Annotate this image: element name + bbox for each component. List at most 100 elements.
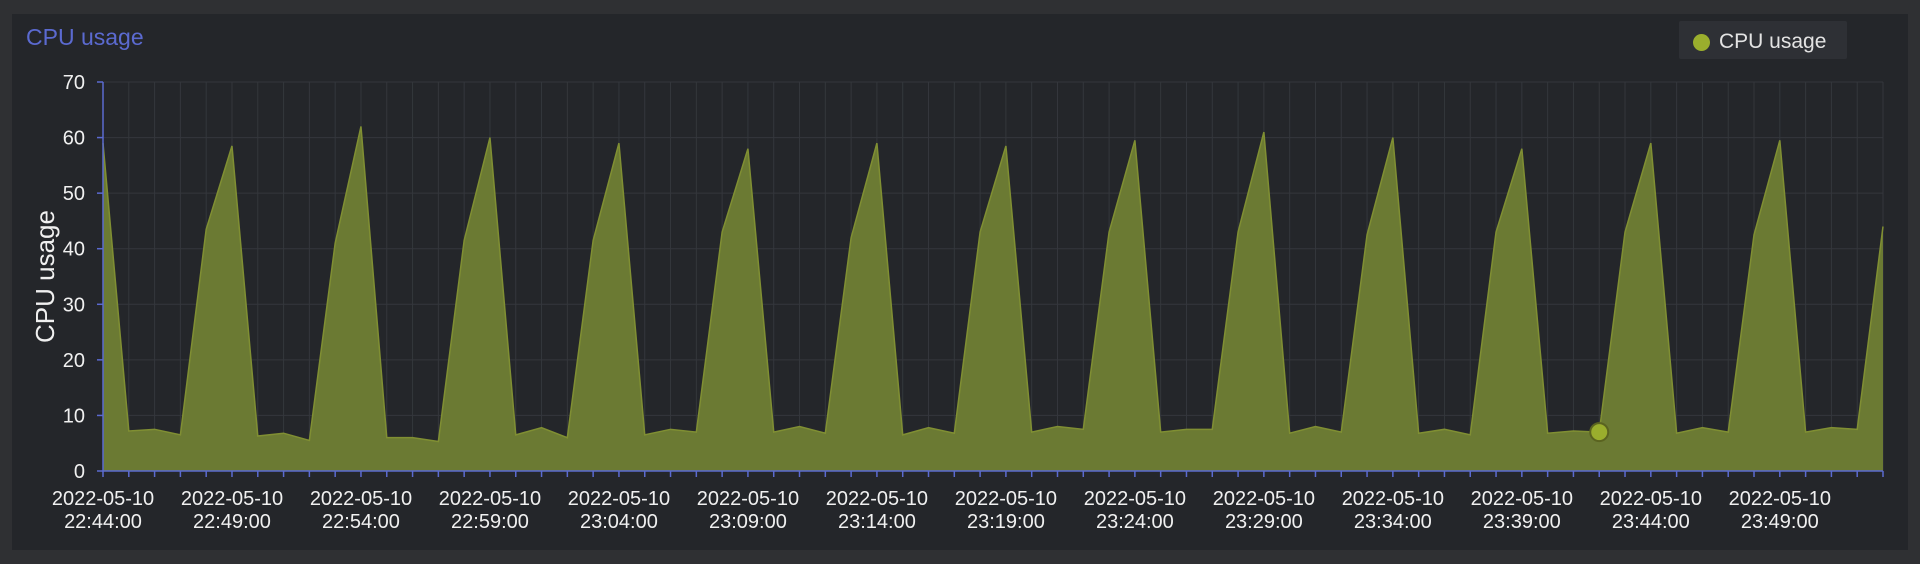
data-point[interactable]	[1829, 426, 1833, 430]
x-tick-label-date: 2022-05-10	[310, 488, 412, 510]
data-point[interactable]	[411, 436, 415, 440]
data-point[interactable]	[1468, 433, 1472, 437]
data-point[interactable]	[772, 430, 776, 434]
data-point[interactable]	[385, 436, 389, 440]
x-tick-label-date: 2022-05-10	[1729, 488, 1831, 510]
data-point[interactable]	[436, 440, 440, 444]
x-tick-label-time: 23:04:00	[580, 511, 658, 533]
data-point[interactable]	[1081, 427, 1085, 431]
data-point[interactable]	[1417, 431, 1421, 435]
x-tick-label-date: 2022-05-10	[1084, 488, 1186, 510]
data-point[interactable]	[1778, 138, 1782, 142]
y-tick-label: 60	[63, 128, 85, 150]
data-point[interactable]	[901, 433, 905, 437]
data-point[interactable]	[1855, 427, 1859, 431]
data-point[interactable]	[1030, 430, 1034, 434]
data-point[interactable]	[1262, 130, 1266, 134]
data-point[interactable]	[1236, 230, 1240, 234]
data-point[interactable]	[565, 436, 569, 440]
x-tick-label-time: 22:49:00	[193, 511, 271, 533]
data-point[interactable]	[591, 238, 595, 242]
x-tick-label-date: 2022-05-10	[568, 488, 670, 510]
data-point[interactable]	[1494, 230, 1498, 234]
data-point[interactable]	[462, 238, 466, 242]
data-point[interactable]	[127, 429, 131, 433]
data-point[interactable]	[1365, 233, 1369, 237]
x-tick-label-date: 2022-05-10	[439, 488, 541, 510]
data-point[interactable]	[1159, 430, 1163, 434]
x-tick-label-time: 23:24:00	[1096, 511, 1174, 533]
data-point[interactable]	[1133, 138, 1137, 142]
data-point[interactable]	[514, 433, 518, 437]
data-point[interactable]	[694, 430, 698, 434]
data-point[interactable]	[204, 227, 208, 231]
y-tick-label: 50	[63, 183, 85, 205]
data-point[interactable]	[488, 136, 492, 140]
data-point[interactable]	[1726, 430, 1730, 434]
data-point[interactable]	[720, 230, 724, 234]
x-tick-label-time: 23:29:00	[1225, 511, 1303, 533]
data-point[interactable]	[1339, 430, 1343, 434]
x-tick-label-time: 23:49:00	[1741, 511, 1819, 533]
x-tick-label-time: 23:39:00	[1483, 511, 1561, 533]
data-point[interactable]	[1288, 431, 1292, 435]
y-tick-label: 30	[63, 294, 85, 316]
x-tick-label-time: 22:59:00	[451, 511, 529, 533]
data-point[interactable]	[256, 434, 260, 438]
legend-label: CPU usage	[1719, 30, 1827, 53]
chart-title: CPU usage	[26, 24, 144, 50]
x-tick-label-date: 2022-05-10	[181, 488, 283, 510]
data-point[interactable]	[359, 124, 363, 128]
data-point[interactable]	[1184, 427, 1188, 431]
data-point[interactable]	[1752, 233, 1756, 237]
data-point[interactable]	[1004, 144, 1008, 148]
data-point[interactable]	[307, 438, 311, 442]
x-tick-label-date: 2022-05-10	[1600, 488, 1702, 510]
x-tick-label-time: 23:34:00	[1354, 511, 1432, 533]
y-tick-label: 10	[63, 405, 85, 427]
data-point[interactable]	[1881, 224, 1885, 228]
data-point[interactable]	[643, 433, 647, 437]
x-tick-label-date: 2022-05-10	[1213, 488, 1315, 510]
data-point[interactable]	[669, 427, 673, 431]
data-point[interactable]	[1210, 427, 1214, 431]
data-point[interactable]	[230, 144, 234, 148]
data-point[interactable]	[333, 241, 337, 245]
data-point[interactable]	[153, 427, 157, 431]
data-point[interactable]	[1442, 427, 1446, 431]
data-point[interactable]	[849, 236, 853, 240]
x-tick-label-date: 2022-05-10	[1471, 488, 1573, 510]
data-point[interactable]	[540, 426, 544, 430]
data-point[interactable]	[1804, 430, 1808, 434]
data-point[interactable]	[1675, 431, 1679, 435]
data-point[interactable]	[1055, 425, 1059, 429]
x-tick-label-date: 2022-05-10	[1342, 488, 1444, 510]
data-point[interactable]	[1649, 141, 1653, 145]
data-point[interactable]	[823, 431, 827, 435]
data-point[interactable]	[1571, 429, 1575, 433]
data-point[interactable]	[927, 426, 931, 430]
data-point[interactable]	[1107, 230, 1111, 234]
data-point[interactable]	[1623, 230, 1627, 234]
x-tick-label-time: 22:54:00	[322, 511, 400, 533]
y-tick-label: 20	[63, 350, 85, 372]
y-tick-label: 70	[63, 72, 85, 94]
data-point[interactable]	[746, 147, 750, 151]
data-point[interactable]	[798, 425, 802, 429]
data-point[interactable]	[617, 141, 621, 145]
data-point[interactable]	[1313, 425, 1317, 429]
legend[interactable]: CPU usage	[1679, 21, 1847, 59]
data-point[interactable]	[1700, 426, 1704, 430]
y-axis-title: CPU usage	[30, 210, 60, 343]
data-point[interactable]	[1520, 147, 1524, 151]
data-point[interactable]	[952, 431, 956, 435]
data-point[interactable]	[978, 230, 982, 234]
data-point[interactable]	[1546, 431, 1550, 435]
data-point[interactable]	[282, 431, 286, 435]
x-tick-label-date: 2022-05-10	[955, 488, 1057, 510]
data-point[interactable]	[1391, 136, 1395, 140]
data-point[interactable]	[875, 141, 879, 145]
data-point[interactable]	[178, 433, 182, 437]
x-tick-label-time: 23:09:00	[709, 511, 787, 533]
